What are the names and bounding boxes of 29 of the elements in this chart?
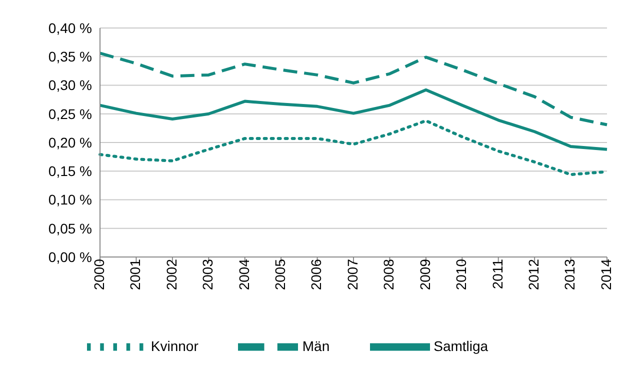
x-tick-label: 2001 — [127, 258, 144, 290]
legend-label: Samtliga — [434, 338, 488, 354]
line-series — [98, 52, 608, 126]
x-tick-label: 2000 — [90, 258, 107, 290]
y-tick-label: 0,25 % — [48, 106, 92, 122]
x-tick-label: 2005 — [272, 258, 288, 290]
x-tick-label: 2014 — [598, 258, 614, 290]
x-tick-label: 2007 — [344, 258, 360, 290]
legend-label: Män — [302, 338, 330, 354]
x-tick-label: 2004 — [236, 258, 252, 290]
y-tick-label: 0,15 % — [48, 163, 92, 180]
y-tick-label: 0,35 % — [48, 48, 92, 65]
x-tick-label: 2011 — [489, 258, 506, 290]
x-tick-label: 2003 — [200, 258, 216, 290]
x-tick-label: 2002 — [163, 258, 180, 290]
y-tick-label: 0,10 % — [48, 192, 92, 208]
y-tick-label: 0,40 % — [48, 20, 92, 36]
y-tick-label: 0,30 % — [48, 77, 92, 94]
legend-label: Kvinnor — [150, 338, 198, 354]
x-tick-label: 2012 — [526, 258, 542, 290]
x-tick-label: 2009 — [416, 258, 433, 290]
x-tick-label: 2013 — [562, 258, 578, 290]
y-tick-label: 0,00 % — [48, 248, 92, 265]
y-tick-label: 0,05 % — [48, 220, 92, 236]
x-tick-label: 2006 — [308, 258, 324, 290]
x-tick-label: 2008 — [380, 258, 397, 290]
y-tick-label: 0,20 % — [48, 134, 92, 150]
line-series — [98, 88, 608, 151]
x-tick-label: 2010 — [453, 258, 470, 290]
